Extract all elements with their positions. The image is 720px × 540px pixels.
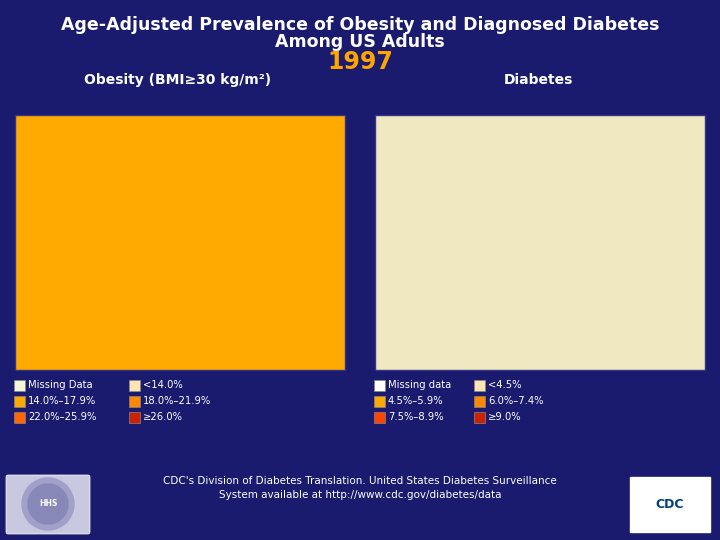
Text: CDC's Division of Diabetes Translation. United States Diabetes Surveillance
Syst: CDC's Division of Diabetes Translation. …	[163, 476, 557, 501]
Bar	[474, 380, 485, 391]
Text: Diabetes: Diabetes	[503, 73, 572, 87]
Text: CDC: CDC	[656, 497, 684, 510]
Circle shape	[28, 484, 68, 524]
Bar	[374, 380, 385, 391]
Text: HHS: HHS	[39, 500, 57, 509]
Bar	[630, 477, 710, 532]
Text: 18.0%–21.9%: 18.0%–21.9%	[143, 396, 211, 407]
Bar	[374, 396, 385, 407]
Bar	[14, 412, 25, 423]
Bar	[14, 396, 25, 407]
Text: 1997: 1997	[327, 50, 393, 74]
Bar	[374, 412, 385, 423]
Text: Missing data: Missing data	[388, 381, 451, 390]
Text: <4.5%: <4.5%	[488, 381, 521, 390]
Bar	[14, 380, 25, 391]
Text: ≥26.0%: ≥26.0%	[143, 413, 183, 422]
Bar	[129, 380, 140, 391]
Text: 14.0%–17.9%: 14.0%–17.9%	[28, 396, 96, 407]
Text: 6.0%–7.4%: 6.0%–7.4%	[488, 396, 544, 407]
Bar	[15, 115, 345, 370]
Bar	[129, 412, 140, 423]
Bar	[129, 396, 140, 407]
Bar	[474, 396, 485, 407]
Bar	[375, 115, 705, 370]
Text: 4.5%–5.9%: 4.5%–5.9%	[388, 396, 444, 407]
Text: 22.0%–25.9%: 22.0%–25.9%	[28, 413, 96, 422]
Text: Age-Adjusted Prevalence of Obesity and Diagnosed Diabetes: Age-Adjusted Prevalence of Obesity and D…	[60, 16, 660, 34]
Text: Obesity (BMI≥30 kg/m²): Obesity (BMI≥30 kg/m²)	[84, 73, 271, 87]
Text: Missing Data: Missing Data	[28, 381, 93, 390]
Text: <14.0%: <14.0%	[143, 381, 183, 390]
Text: ≥9.0%: ≥9.0%	[488, 413, 521, 422]
Text: 7.5%–8.9%: 7.5%–8.9%	[388, 413, 444, 422]
Bar	[474, 412, 485, 423]
Circle shape	[22, 478, 74, 530]
Text: Among US Adults: Among US Adults	[275, 33, 445, 51]
FancyBboxPatch shape	[6, 475, 90, 534]
